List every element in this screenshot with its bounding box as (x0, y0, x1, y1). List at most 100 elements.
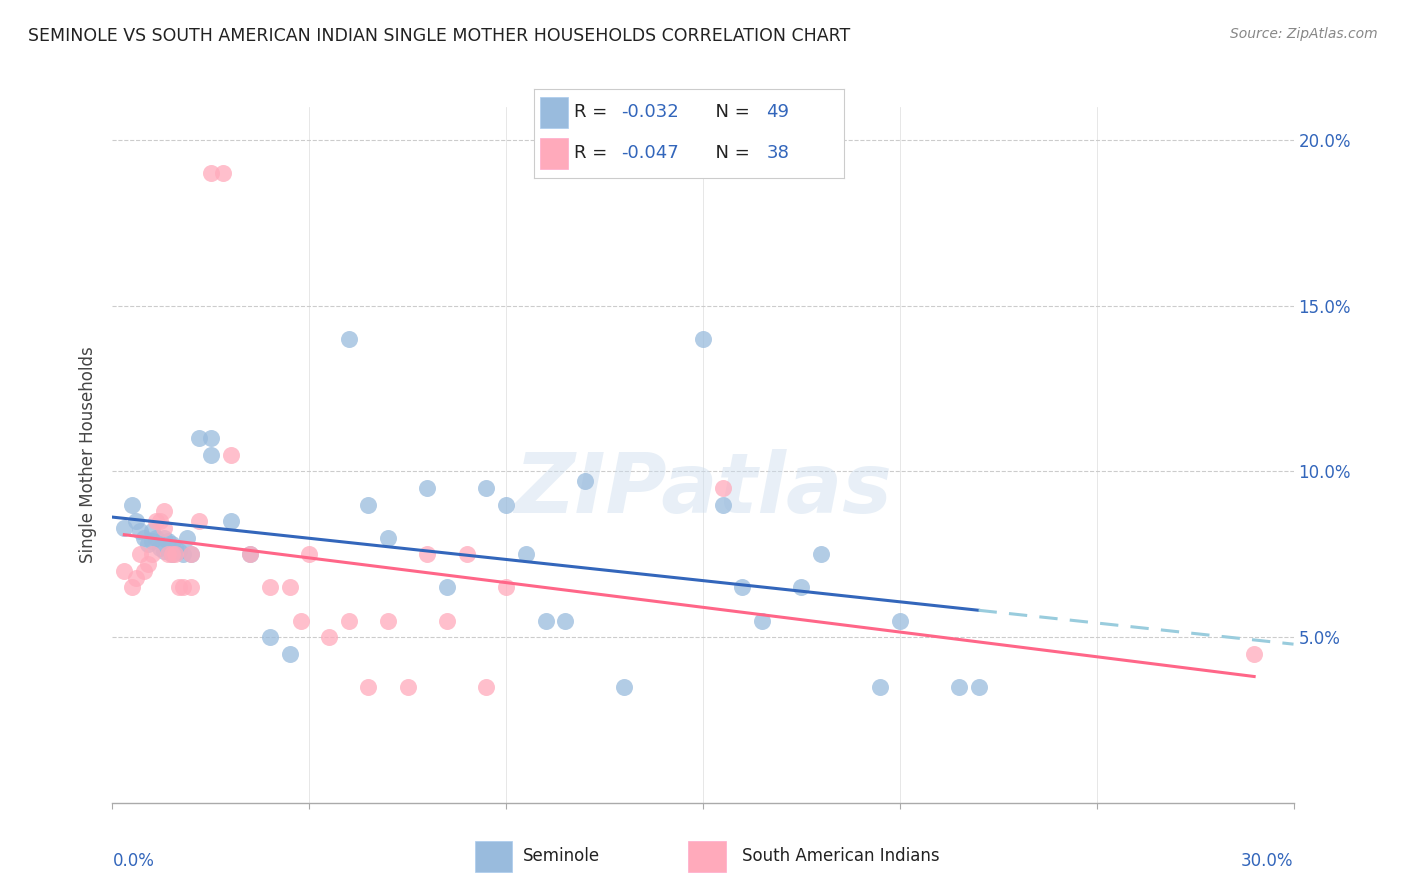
Text: 0.0%: 0.0% (112, 853, 155, 871)
Point (121, 498, 143, 512)
Point (239, 547, 262, 561)
Point (436, 581, 458, 595)
Point (160, 547, 183, 561)
Text: Source: ZipAtlas.com: Source: ZipAtlas.com (1230, 27, 1378, 41)
Point (180, 581, 202, 595)
Point (200, 448, 222, 462)
Text: -0.047: -0.047 (621, 145, 679, 162)
Point (145, 531, 167, 545)
Text: SEMINOLE VS SOUTH AMERICAN INDIAN SINGLE MOTHER HOUSEHOLDS CORRELATION CHART: SEMINOLE VS SOUTH AMERICAN INDIAN SINGLE… (28, 27, 851, 45)
Point (889, 614, 911, 628)
Point (165, 541, 187, 555)
Point (337, 332, 360, 346)
Point (731, 581, 754, 595)
Point (416, 481, 439, 495)
Point (810, 547, 832, 561)
Point (211, 166, 233, 180)
Point (278, 647, 301, 661)
Point (160, 537, 183, 551)
Point (259, 630, 281, 644)
Point (141, 534, 163, 549)
Point (141, 524, 163, 538)
Point (200, 166, 222, 180)
Point (377, 614, 399, 628)
Point (156, 534, 179, 549)
Text: Seminole: Seminole (523, 847, 600, 865)
Point (259, 581, 281, 595)
Point (396, 680, 419, 694)
Text: N =: N = (704, 103, 756, 121)
Point (125, 570, 148, 584)
Point (172, 547, 194, 561)
Point (152, 544, 174, 558)
Y-axis label: Single Mother Households: Single Mother Households (79, 347, 97, 563)
Point (574, 475, 596, 489)
Point (456, 547, 478, 561)
Point (357, 498, 380, 512)
Point (169, 544, 191, 558)
Text: R =: R = (575, 103, 613, 121)
Point (869, 680, 891, 694)
Point (967, 680, 990, 694)
Text: -0.032: -0.032 (621, 103, 679, 121)
Point (112, 521, 135, 535)
Point (136, 537, 159, 551)
Point (711, 481, 734, 495)
Point (711, 498, 734, 512)
Point (169, 581, 191, 595)
Text: 49: 49 (766, 103, 789, 121)
Point (790, 581, 813, 595)
Bar (475, 840, 512, 872)
Point (152, 521, 174, 535)
Point (188, 514, 211, 528)
Point (692, 332, 714, 346)
Point (298, 547, 321, 561)
Point (436, 614, 458, 628)
Bar (540, 97, 568, 128)
Point (318, 630, 340, 644)
Text: R =: R = (575, 145, 613, 162)
Point (534, 614, 557, 628)
Point (751, 614, 773, 628)
Point (219, 448, 242, 462)
Point (149, 541, 172, 555)
Point (132, 564, 155, 578)
Point (156, 547, 179, 561)
Point (180, 547, 202, 561)
Point (613, 680, 636, 694)
Point (149, 514, 172, 528)
Point (136, 558, 159, 572)
Point (176, 531, 198, 545)
Text: N =: N = (704, 145, 756, 162)
Point (145, 514, 167, 528)
Point (475, 481, 498, 495)
Point (357, 680, 380, 694)
Point (125, 514, 148, 528)
Point (1243, 647, 1265, 661)
Point (172, 581, 194, 595)
Bar (540, 138, 568, 169)
Point (495, 498, 517, 512)
Point (219, 514, 242, 528)
Text: 30.0%: 30.0% (1241, 853, 1294, 871)
Point (337, 614, 360, 628)
Point (475, 680, 498, 694)
Point (152, 531, 174, 545)
Point (278, 581, 301, 595)
Point (188, 431, 211, 445)
Point (495, 581, 517, 595)
Point (290, 614, 312, 628)
Point (152, 504, 174, 518)
Point (132, 531, 155, 545)
Point (515, 547, 537, 561)
Bar (689, 840, 725, 872)
Point (200, 431, 222, 445)
Text: 38: 38 (766, 145, 789, 162)
Point (554, 614, 576, 628)
Point (121, 581, 143, 595)
Point (141, 547, 163, 561)
Point (239, 547, 262, 561)
Point (180, 547, 202, 561)
Point (129, 547, 152, 561)
Point (416, 547, 439, 561)
